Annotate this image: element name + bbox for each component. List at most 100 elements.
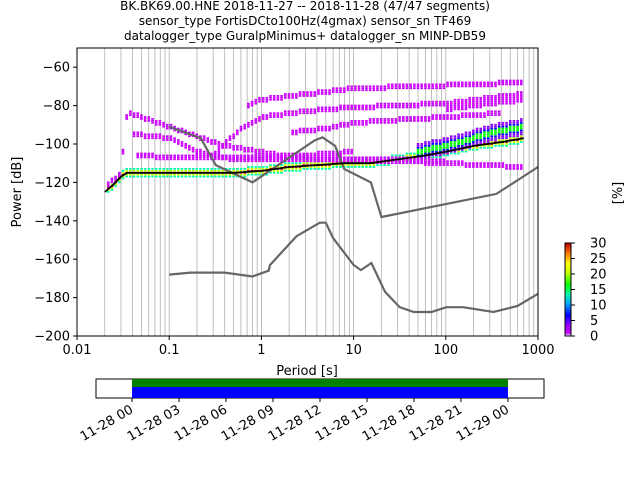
density-cell <box>354 87 357 90</box>
density-cell <box>479 106 483 109</box>
density-cell <box>409 162 412 165</box>
density-cell <box>497 143 501 145</box>
density-cell <box>258 148 261 151</box>
density-cell <box>442 137 446 140</box>
density-cell <box>306 168 309 170</box>
density-cell <box>468 135 471 138</box>
density-cell <box>217 156 221 159</box>
density-cell <box>287 162 291 165</box>
density-cell <box>505 144 508 147</box>
density-cell <box>110 189 114 191</box>
density-cell <box>472 104 475 107</box>
density-cell <box>247 154 250 157</box>
density-cell <box>272 152 276 155</box>
density-cell <box>228 160 232 163</box>
density-cell <box>272 116 276 118</box>
density-cell <box>339 164 342 166</box>
density-cell <box>486 96 490 99</box>
density-cell <box>472 83 475 86</box>
density-cell <box>512 96 516 99</box>
density-cell <box>494 123 497 126</box>
density-cell <box>505 137 508 140</box>
density-cell <box>424 144 427 147</box>
density-cell <box>224 175 228 178</box>
density-cell <box>394 102 398 105</box>
density-cell <box>224 143 228 145</box>
density-cell <box>468 85 471 88</box>
density-cell <box>280 152 283 155</box>
density-cell <box>501 139 505 141</box>
density-cell <box>494 96 497 99</box>
density-cell <box>442 139 446 141</box>
density-cell <box>438 116 442 118</box>
density-cell <box>287 168 291 170</box>
density-cell <box>213 154 217 157</box>
density-cell <box>475 164 479 166</box>
density-cell <box>383 104 387 107</box>
density-cell <box>435 143 438 145</box>
density-cell <box>317 129 320 132</box>
density-cell <box>453 100 457 103</box>
density-cell <box>483 139 486 141</box>
density-cell <box>291 162 294 165</box>
density-cell <box>188 148 191 151</box>
density-cell <box>405 102 409 105</box>
density-cell <box>409 83 412 86</box>
density-cell <box>280 98 283 101</box>
density-cell <box>173 169 176 172</box>
density-cell <box>258 173 261 176</box>
density-cell <box>291 133 294 136</box>
density-cell <box>169 158 173 161</box>
density-cell <box>442 102 446 105</box>
density-cell <box>346 148 350 151</box>
density-cell <box>165 123 169 126</box>
density-cell <box>265 116 269 118</box>
density-cell <box>283 114 287 117</box>
density-cell <box>306 91 309 93</box>
density-cell <box>490 83 494 86</box>
density-cell <box>464 112 468 115</box>
timeline-coverage-blue <box>132 387 508 398</box>
density-cell <box>239 154 243 157</box>
density-cell <box>520 127 523 130</box>
density-cell <box>265 158 269 161</box>
density-cell <box>151 175 154 178</box>
density-cell <box>435 85 438 88</box>
density-cell <box>258 152 261 155</box>
density-cell <box>512 125 516 128</box>
density-cell <box>446 154 449 157</box>
density-cell <box>376 162 379 165</box>
density-cell <box>413 158 416 161</box>
density-cell <box>383 164 387 166</box>
density-cell <box>446 141 449 143</box>
density-cell <box>464 135 468 138</box>
density-cell <box>202 169 206 172</box>
density-cell <box>420 158 424 161</box>
density-cell <box>328 93 331 95</box>
density-cell <box>265 166 269 168</box>
density-cell <box>483 135 486 138</box>
density-cell <box>398 160 401 163</box>
density-cell <box>420 104 424 107</box>
density-cell <box>497 121 501 124</box>
density-cell <box>368 85 372 88</box>
density-cell <box>206 152 210 155</box>
density-cell <box>317 168 320 170</box>
density-cell <box>490 114 494 117</box>
density-cell <box>306 95 309 97</box>
density-cell <box>442 146 446 149</box>
density-cell <box>324 162 328 165</box>
density-cell <box>331 150 335 153</box>
density-cell <box>368 120 372 122</box>
density-cell <box>173 139 176 141</box>
density-cell <box>317 93 320 95</box>
density-cell <box>483 137 486 140</box>
density-cell <box>516 120 519 122</box>
density-cell <box>217 169 221 172</box>
density-cell <box>413 85 416 88</box>
density-cell <box>486 85 490 88</box>
density-cell <box>177 143 180 145</box>
density-cell <box>490 131 494 134</box>
density-cell <box>129 169 132 172</box>
density-cell <box>162 156 165 159</box>
